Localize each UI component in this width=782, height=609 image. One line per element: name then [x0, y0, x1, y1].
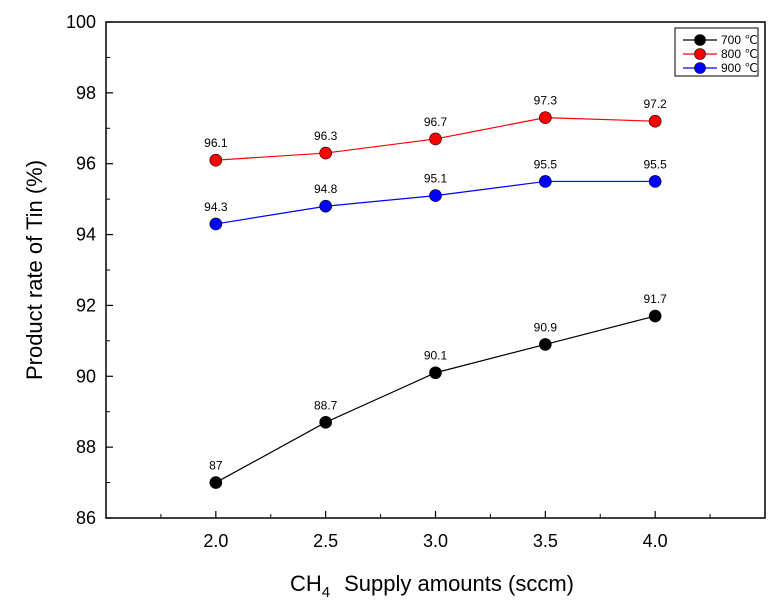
data-label: 96.7 [424, 115, 448, 129]
data-point [319, 146, 332, 160]
x-axis-title-subscript: 4 [322, 584, 330, 601]
data-label: 95.1 [424, 172, 448, 186]
data-point [209, 153, 223, 167]
data-point [539, 338, 552, 351]
data-label: 90.9 [534, 320, 558, 334]
y-tick-label: 90 [76, 366, 96, 386]
legend-marker [694, 62, 706, 74]
data-point [539, 111, 552, 124]
data-label: 97.3 [534, 94, 558, 108]
series-2: 96.1 96.3 96.7 97.3 97.2 [204, 94, 667, 167]
data-point [209, 217, 223, 231]
y-tick-label: 96 [76, 154, 96, 174]
data-label: 96.1 [204, 136, 228, 150]
y-axis: 86 88 90 92 94 96 98 100 [66, 12, 113, 528]
y-tick-label: 94 [76, 225, 96, 245]
x-axis-title-prefix: CH [290, 571, 322, 596]
data-point [429, 132, 442, 146]
data-point [539, 175, 552, 188]
legend-label: 900 ℃ [721, 61, 758, 75]
series-1: 87 88.7 90.1 90.9 91.7 [209, 292, 667, 489]
data-label: 91.7 [643, 292, 667, 306]
data-point [319, 416, 332, 429]
data-label: 95.5 [643, 157, 667, 171]
series-line [215, 315, 656, 484]
x-axis: 2.0 2.5 3.0 3.5 4.0 [160, 511, 711, 551]
data-label: 97.2 [643, 97, 667, 111]
series-layer: 87 88.7 90.1 90.9 91.7 96.1 96.3 96.7 97.3 97.2 94… [204, 94, 667, 489]
x-tick-label: 3.5 [533, 531, 558, 551]
legend-label: 800 ℃ [721, 47, 758, 61]
data-label: 90.1 [424, 349, 448, 363]
y-tick-label: 92 [76, 295, 96, 315]
data-point [209, 476, 223, 489]
y-tick-label: 98 [76, 83, 96, 103]
legend-label: 700 ℃ [721, 33, 758, 47]
series-3: 94.3 94.8 95.1 95.5 95.5 [204, 157, 667, 231]
data-point [429, 366, 442, 380]
data-label: 87 [209, 459, 223, 473]
y-tick-label: 100 [66, 12, 96, 32]
y-tick-label: 86 [76, 508, 96, 528]
x-tick-label: 3.0 [423, 531, 448, 551]
data-point [648, 175, 662, 188]
data-label: 94.8 [314, 182, 338, 196]
data-point [648, 114, 662, 128]
data-label: 88.7 [314, 398, 338, 412]
data-point [648, 309, 662, 323]
y-axis-title: Product rate of Tin (%) [22, 160, 47, 380]
data-point [319, 199, 332, 213]
data-label: 96.3 [314, 129, 338, 143]
x-tick-label: 2.5 [313, 531, 338, 551]
x-tick-label: 2.0 [203, 531, 228, 551]
y-tick-label: 88 [76, 437, 96, 457]
data-label: 94.3 [204, 200, 228, 214]
x-axis-title: CH4 Supply amounts (sccm) [290, 571, 574, 601]
data-point [429, 189, 442, 202]
series-line [215, 180, 656, 225]
data-label: 95.5 [534, 157, 558, 171]
x-tick-label: 4.0 [643, 531, 668, 551]
legend-marker [694, 48, 706, 60]
x-axis-title-suffix: Supply amounts (sccm) [344, 571, 574, 596]
legend-marker [694, 34, 706, 46]
